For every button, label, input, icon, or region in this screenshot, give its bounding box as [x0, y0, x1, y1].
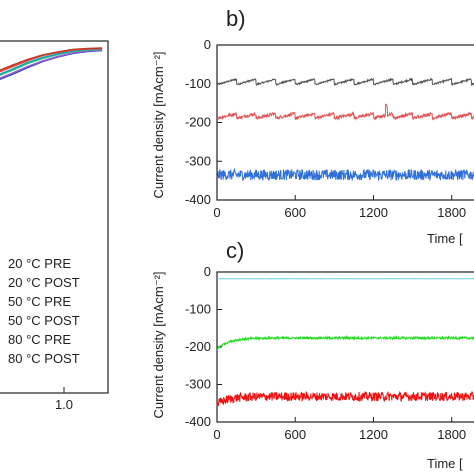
panel-c-y-tick-label-4: -400 [185, 414, 211, 429]
panel-a-legend-entry-2: 20 °C POST [8, 275, 80, 290]
panel-a-legend-entry-4: 50 °C POST [8, 313, 80, 328]
panel-c-y-tick-label-2: -200 [185, 339, 211, 354]
panel-b-y-tick-label-3: -300 [185, 153, 211, 168]
panel-a-legend-entry-3: 50 °C PRE [8, 294, 71, 309]
panel-b-x-tick-label-1: 600 [284, 205, 306, 220]
panel-a-series-2 [0, 49, 103, 80]
panel-c-y-tick-label-1: -100 [185, 302, 211, 317]
panel-c-ylabel: Current density [mAcm⁻²] [151, 271, 166, 418]
panel-a: 20 °C PRE 20 °C POST 50 °C PRE 50 °C POST 80… [0, 40, 109, 412]
panel-c-x-tick-label-2: 1200 [359, 427, 388, 442]
panel-c-lines [216, 277, 474, 407]
panel-c-series-3 [216, 390, 474, 407]
panel-c-x-tick-label-0: 0 [213, 427, 220, 442]
panel-b-y-tick-label-1: -100 [185, 76, 211, 91]
panel-a-frame [0, 40, 109, 394]
panel-b-y-tick-label-0: 0 [204, 37, 211, 52]
panel-b-xlabel: Time [ [427, 231, 463, 246]
panel-c-y-tick-label-0: 0 [204, 264, 211, 279]
panel-b: b) Current density [mAcm⁻²] 0 -100 -200 -30… [151, 6, 474, 246]
panel-c: c) Current density [mAcm⁻²] 0 -100 -200 -30… [151, 238, 474, 471]
panel-c-y-tick-label-3: -300 [185, 377, 211, 392]
panel-b-ylabel: Current density [mAcm⁻²] [151, 51, 166, 198]
panel-b-x-tick-label-0: 0 [213, 205, 220, 220]
panel-b-y-tick-label-4: -400 [185, 192, 211, 207]
panel-b-x-tick-label-2: 1200 [359, 205, 388, 220]
panel-b-lines [216, 77, 474, 182]
panel-c-label: c) [226, 238, 244, 263]
panel-a-legend-entry-1: 20 °C PRE [8, 256, 71, 271]
panel-b-label: b) [226, 6, 246, 31]
panel-c-x-tick-label-3: 1800 [437, 427, 466, 442]
panel-a-legend-entry-6: 80 °C POST [8, 351, 80, 366]
panel-c-x-tick-label-1: 600 [284, 427, 306, 442]
panel-a-legend-entry-5: 80 °C PRE [8, 332, 71, 347]
panel-a-lines [0, 47, 103, 81]
panel-c-xlabel: Time [ [427, 456, 463, 471]
panel-b-series-3 [216, 167, 474, 182]
panel-b-y-tick-label-2: -200 [185, 115, 211, 130]
panel-b-x-tick-label-3: 1800 [437, 205, 466, 220]
panel-c-series-2 [216, 335, 474, 350]
panel-b-series-2 [216, 103, 474, 121]
panel-b-series-1 [216, 77, 474, 87]
panel-a-x-tick-label: 1.0 [55, 397, 73, 412]
panel-a-legend: 20 °C PRE 20 °C POST 50 °C PRE 50 °C POST 80… [8, 256, 80, 366]
panel-a-series-6 [0, 47, 103, 72]
